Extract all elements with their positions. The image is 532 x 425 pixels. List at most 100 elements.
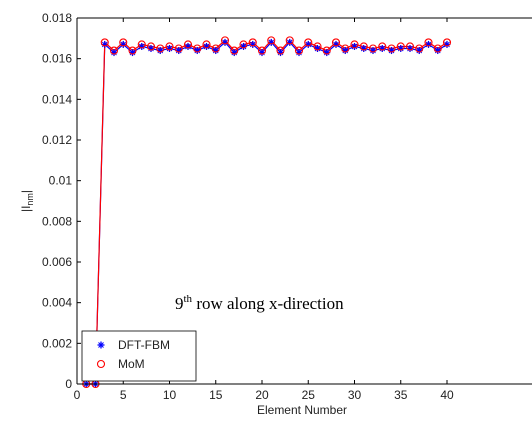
x-tick-label: 15: [209, 388, 223, 402]
data-point-dft-fbm: [147, 45, 155, 52]
data-point-dft-fbm: [129, 49, 136, 57]
y-axis-label: |Inm|: [19, 190, 35, 212]
y-tick-label: 0: [65, 377, 72, 391]
data-point-dft-fbm: [295, 49, 303, 57]
data-point-mom: [146, 42, 156, 51]
annotation-rest: row along x-direction: [192, 294, 344, 313]
data-point-mom: [350, 40, 359, 49]
y-tick-label: 0.006: [42, 255, 72, 269]
data-point-dft-fbm: [212, 47, 220, 55]
annotation-sup: th: [184, 293, 193, 305]
data-point-mom: [183, 40, 193, 49]
x-tick-label: 40: [440, 388, 454, 402]
series-layer: [82, 36, 452, 389]
data-point-mom: [276, 46, 285, 55]
data-point-mom: [193, 44, 202, 53]
data-point-dft-fbm: [101, 40, 109, 48]
legend-box: [81, 330, 197, 382]
y-axis-label-close: |: [19, 190, 33, 193]
data-point-mom: [294, 46, 304, 55]
data-point-dft-fbm: [434, 47, 442, 55]
y-axis-label-sub: nm: [25, 193, 35, 206]
legend-marker-mom: [96, 359, 106, 369]
data-point-mom: [137, 40, 146, 49]
y-tick-label: 0.018: [42, 11, 72, 25]
data-point-dft-fbm: [286, 38, 294, 46]
data-point-dft-fbm: [230, 49, 238, 57]
legend-label-mom: MoM: [118, 357, 145, 371]
data-point-dft-fbm: [425, 40, 432, 48]
y-tick-label: 0.002: [42, 336, 72, 350]
ticks-layer: 0 0.002 0.004 0.006 0.008 0.01 0.012 0.014 0.016…: [42, 11, 454, 402]
data-point-dft-fbm: [221, 38, 229, 46]
data-point-dft-fbm: [341, 47, 349, 55]
data-point-mom: [165, 42, 174, 51]
y-tick-label: 0.004: [42, 296, 72, 310]
data-point-mom: [119, 38, 128, 47]
data-point-mom: [220, 36, 230, 45]
data-point-mom: [202, 40, 211, 49]
data-point-mom: [239, 40, 248, 49]
plot-background: [77, 18, 532, 384]
data-point-mom: [378, 42, 387, 51]
data-point-dft-fbm: [138, 42, 146, 50]
data-point-dft-fbm: [193, 47, 201, 55]
data-point-dft-fbm: [351, 42, 358, 50]
data-point-dft-fbm: [258, 49, 266, 57]
legend-label-dft-fbm: DFT-FBM: [118, 338, 170, 352]
data-point-mom: [368, 44, 378, 53]
data-point-mom: [156, 44, 165, 53]
annotation-prefix: 9: [175, 294, 184, 313]
y-tick-label: 0.016: [42, 52, 72, 66]
data-point-mom: [285, 36, 294, 45]
data-point-dft-fbm: [314, 45, 321, 52]
data-point-mom: [257, 46, 267, 55]
data-point-dft-fbm: [249, 40, 257, 48]
data-point-mom: [331, 38, 341, 47]
data-point-mom: [415, 44, 424, 53]
data-point-mom: [230, 46, 239, 55]
data-point-mom: [174, 44, 183, 53]
data-point-mom: [387, 44, 396, 53]
x-tick-label: 35: [394, 388, 408, 402]
data-point-mom: [211, 44, 220, 53]
y-axis-label-main: |I: [19, 206, 33, 212]
data-point-dft-fbm: [184, 42, 192, 50]
data-point-dft-fbm: [267, 38, 275, 46]
x-tick-label: 30: [348, 388, 362, 402]
data-point-mom: [396, 42, 405, 51]
y-tick-label: 0.014: [42, 92, 72, 106]
data-point-mom: [248, 38, 257, 47]
y-tick-label: 0.01: [49, 174, 73, 188]
data-point-dft-fbm: [369, 47, 377, 55]
svg-text:|Inm|: |Inm|: [19, 190, 35, 212]
data-point-dft-fbm: [323, 49, 331, 57]
data-point-dft-fbm: [304, 40, 312, 48]
x-tick-label: 20: [255, 388, 269, 402]
legend-star-marker: [97, 341, 105, 349]
data-point-dft-fbm: [175, 47, 183, 55]
data-point-dft-fbm: [203, 42, 210, 50]
y-tick-label: 0.008: [42, 214, 72, 228]
data-point-dft-fbm: [397, 45, 405, 52]
data-point-mom: [109, 46, 119, 55]
y-tick-label: 0.012: [42, 133, 72, 147]
x-tick-label: 25: [302, 388, 316, 402]
data-point-dft-fbm: [378, 45, 386, 52]
data-point-dft-fbm: [360, 45, 368, 52]
legend-marker-dft-fbm: [97, 341, 105, 349]
annotation: 9th row along x-direction: [175, 293, 344, 313]
legend-entry-mom: MoM: [96, 357, 145, 371]
data-point-dft-fbm: [110, 49, 118, 57]
data-point-dft-fbm: [166, 45, 173, 52]
legend: DFT-FBM MoM: [81, 330, 197, 382]
data-point-dft-fbm: [406, 45, 414, 52]
data-point-dft-fbm: [443, 40, 451, 48]
data-point-mom: [100, 38, 109, 47]
data-point-mom: [424, 38, 433, 47]
x-axis-label: Element Number: [257, 403, 347, 417]
data-point-dft-fbm: [332, 40, 340, 48]
legend-circle-marker: [96, 359, 106, 369]
data-point-dft-fbm: [240, 42, 247, 50]
data-point-mom: [128, 46, 137, 55]
